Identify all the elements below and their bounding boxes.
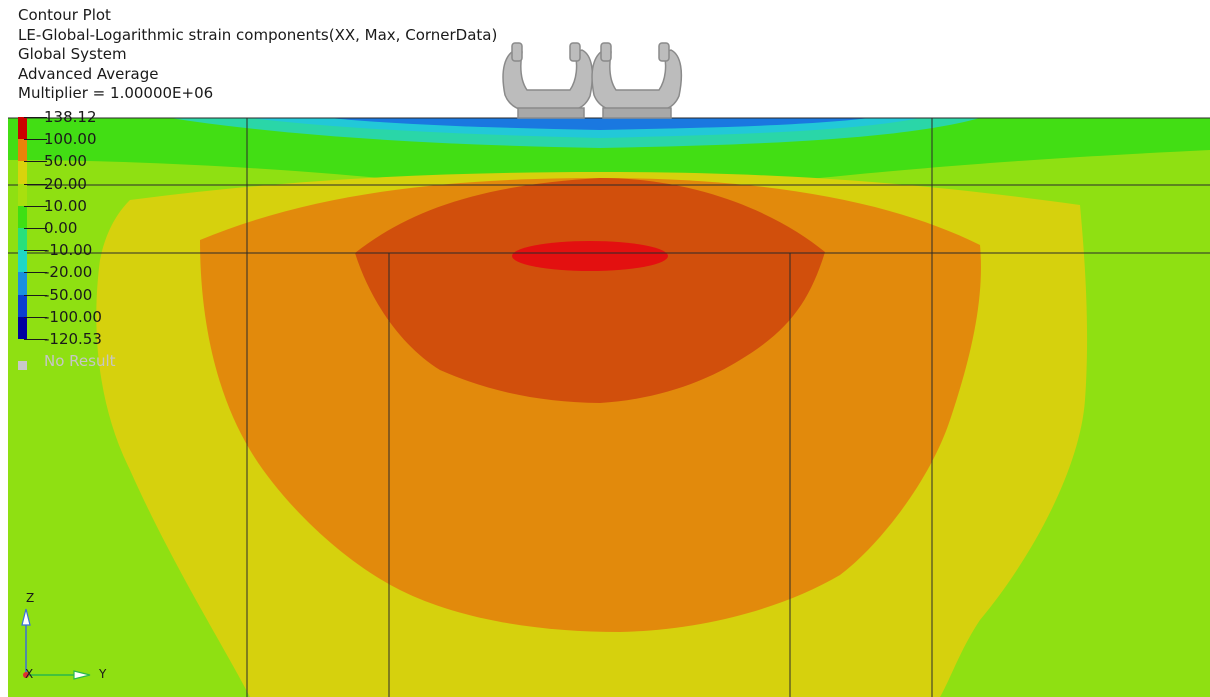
header-multiplier: Multiplier = 1.00000E+06 [18, 84, 214, 102]
legend-level-label: 138.12 [44, 108, 97, 126]
legend-swatch [18, 205, 27, 229]
legend-level-label: -120.53 [44, 330, 102, 348]
legend-tick [24, 294, 47, 296]
contour-band-red [512, 241, 668, 271]
legend-level-label: 10.00 [44, 196, 87, 215]
contour-legend[interactable]: No Result 138.12 100.00 50.00 20.00 10.00 0.0… [14, 108, 184, 372]
legend-swatch [18, 316, 27, 340]
legend-swatch [18, 161, 27, 185]
legend-tick [24, 117, 47, 118]
legend-tick [24, 250, 47, 252]
contour-band-blue [330, 118, 870, 130]
no-result-swatch [18, 361, 27, 370]
legend-level-label: 100.00 [44, 130, 97, 149]
legend-tick [24, 272, 47, 274]
legend-tick [24, 139, 47, 141]
legend-swatch [18, 139, 27, 162]
legend-swatch [18, 294, 27, 318]
legend-tick [24, 205, 47, 207]
contour-band-dark-orange [355, 178, 825, 403]
plot-header: Contour Plot LE-Global-Logarithmic strai… [18, 6, 497, 104]
triad-x-label: X [25, 667, 34, 681]
legend-level-label: 20.00 [44, 174, 87, 193]
tire-left [502, 42, 594, 119]
legend-tick [24, 161, 47, 163]
legend-swatch [18, 250, 27, 273]
legend-swatch [18, 272, 27, 296]
legend-swatch [18, 183, 27, 207]
no-result-label: No Result [44, 352, 116, 370]
legend-level-label: -100.00 [44, 307, 102, 326]
legend-level-label: 0.00 [44, 219, 78, 237]
legend-tick [24, 228, 47, 229]
header-title: Contour Plot [18, 6, 111, 24]
axis-triad: Z X Y [14, 585, 124, 690]
legend-tick [24, 183, 47, 185]
header-variable: LE-Global-Logarithmic strain components(… [18, 25, 498, 44]
triad-z-label: Z [26, 591, 35, 605]
legend-level-label: -20.00 [44, 263, 93, 282]
header-averaging: Advanced Average [18, 64, 159, 83]
tire-right [591, 42, 683, 119]
legend-tick [24, 339, 47, 340]
legend-swatch [18, 117, 27, 140]
legend-tick [24, 316, 47, 318]
legend-level-label: -10.00 [44, 241, 93, 260]
legend-swatch [18, 228, 27, 251]
triad-y-label: Y [99, 667, 107, 681]
legend-level-label: 50.00 [44, 152, 87, 171]
legend-level-label: -50.00 [44, 285, 93, 304]
header-coordinate-system: Global System [18, 45, 127, 63]
axis-triad-arrows [21, 608, 91, 680]
